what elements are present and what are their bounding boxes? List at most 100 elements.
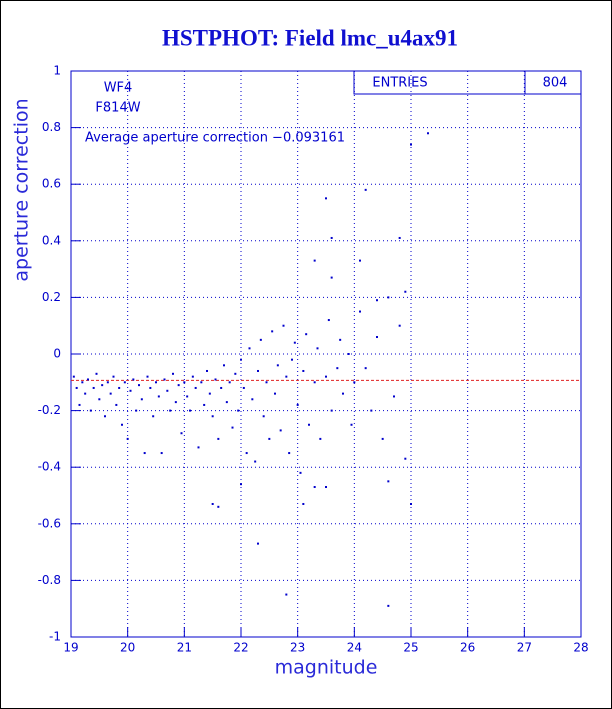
point <box>228 381 231 384</box>
point <box>410 502 412 505</box>
point <box>101 384 104 387</box>
point <box>149 386 152 389</box>
point <box>251 398 254 401</box>
point <box>305 333 308 336</box>
point <box>75 386 78 389</box>
point <box>427 132 429 135</box>
point <box>381 437 384 440</box>
point <box>121 423 123 426</box>
point <box>166 389 169 392</box>
point <box>98 398 101 401</box>
point <box>217 505 220 508</box>
point <box>330 276 333 279</box>
point <box>302 369 305 372</box>
point <box>183 381 186 384</box>
point <box>330 236 333 239</box>
point <box>240 358 242 361</box>
x-tick-label: 27 <box>517 641 532 655</box>
point <box>350 423 353 426</box>
point <box>291 358 293 361</box>
point <box>404 457 407 460</box>
point <box>325 197 327 200</box>
point <box>364 367 367 370</box>
y-axis-label: aperture correction <box>11 98 33 281</box>
point <box>135 409 138 412</box>
point <box>254 460 257 463</box>
point <box>138 384 140 387</box>
point <box>359 310 361 313</box>
point <box>285 375 288 378</box>
point <box>115 403 118 406</box>
point <box>194 386 197 389</box>
point <box>387 296 390 299</box>
point <box>313 259 316 262</box>
point <box>172 372 174 375</box>
y-tick-label: 0.2 <box>42 290 61 304</box>
point <box>189 409 191 412</box>
point <box>398 236 401 239</box>
point <box>376 336 378 339</box>
y-tick-label: 1 <box>53 64 61 78</box>
x-tick-label: 22 <box>233 641 248 655</box>
point <box>248 347 251 350</box>
x-tick-label: 25 <box>403 641 418 655</box>
x-tick-label: 23 <box>290 641 305 655</box>
point <box>262 415 265 418</box>
point <box>257 369 259 372</box>
point <box>342 392 344 395</box>
point <box>78 403 81 406</box>
point <box>174 401 177 404</box>
point <box>225 401 228 404</box>
point <box>163 378 166 381</box>
point <box>203 403 206 406</box>
point <box>72 375 75 378</box>
point <box>223 364 225 367</box>
point <box>208 392 211 395</box>
point <box>104 415 106 418</box>
point <box>197 446 200 449</box>
y-tick-label: 0.4 <box>42 233 61 247</box>
point <box>112 375 115 378</box>
point <box>89 409 92 412</box>
point <box>293 341 296 344</box>
point <box>123 381 126 384</box>
point <box>81 381 84 384</box>
point <box>299 471 302 474</box>
stats-value: 804 <box>543 76 568 91</box>
point <box>325 486 327 489</box>
point <box>313 486 316 489</box>
point <box>327 319 330 322</box>
point <box>313 381 316 384</box>
point <box>157 395 160 398</box>
point <box>302 502 305 505</box>
stats-box <box>353 70 582 95</box>
point <box>259 338 262 341</box>
point <box>132 378 135 381</box>
y-tick-label: 0.6 <box>42 177 61 191</box>
point <box>308 423 310 426</box>
point <box>330 409 333 412</box>
point <box>206 369 208 372</box>
point <box>211 502 214 505</box>
point <box>257 542 259 545</box>
point <box>359 259 361 262</box>
y-tick-label: 0 <box>53 347 61 361</box>
y-tick-label: -1 <box>49 630 61 644</box>
point <box>106 381 109 384</box>
point <box>177 384 180 387</box>
point <box>191 375 194 378</box>
point <box>160 452 163 455</box>
point <box>364 188 367 191</box>
point <box>242 386 245 389</box>
annotation: Average aperture correction −0.093161 <box>85 131 345 146</box>
x-axis-label: magnitude <box>275 657 378 679</box>
point <box>237 409 240 412</box>
point <box>200 381 203 384</box>
point <box>282 324 285 327</box>
annotation: WF4 <box>104 81 133 96</box>
point <box>387 480 390 483</box>
x-tick-label: 19 <box>63 641 78 655</box>
point <box>387 604 390 607</box>
